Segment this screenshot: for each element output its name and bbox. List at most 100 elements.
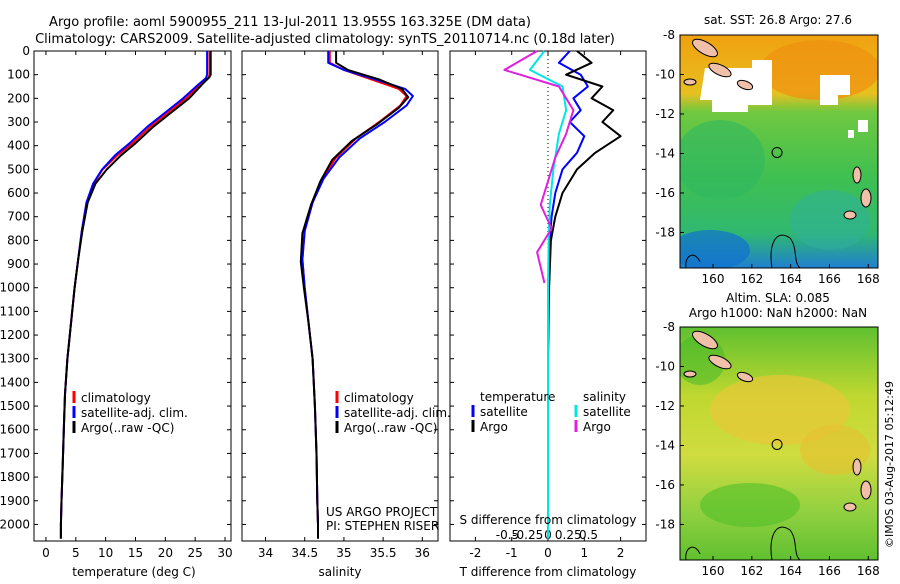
salinity-series — [299, 51, 414, 539]
sst-map-y-axis: -8 -10 -12 -14 -16 -18 — [655, 28, 684, 239]
project-annotation: US ARGO PROJECT — [326, 505, 438, 519]
legend-label-t-argo: Argo — [480, 420, 508, 434]
x-tick-label: 25 — [188, 546, 203, 560]
y-tick-label: 300 — [7, 115, 30, 129]
x-tick-label: 35 — [336, 546, 351, 560]
series-line-s-satellite — [528, 50, 568, 539]
y-tick-label: 1900 — [0, 494, 30, 508]
difference-series — [503, 50, 622, 539]
x-tick-label: 0 — [42, 546, 50, 560]
x-tick-label: 30 — [217, 546, 232, 560]
x-tick-label: 34.5 — [291, 546, 318, 560]
legend-label-s-satellite: satellite — [583, 405, 631, 419]
y-tick-label: 1600 — [0, 423, 30, 437]
x-tick-label: -1 — [506, 546, 518, 560]
x-tick-label: 15 — [128, 546, 143, 560]
top-x-tick-label: -0.25 — [512, 528, 543, 542]
y-tick-label: -10 — [655, 359, 675, 373]
y-tick-label: 1500 — [0, 399, 30, 413]
x-tick-label: 164 — [779, 272, 802, 286]
y-tick-label: 900 — [7, 257, 30, 271]
y-tick-label: 1800 — [0, 470, 30, 484]
sla-map-x-axis: 160 162 164 166 168 — [702, 556, 880, 578]
sla-low-patch — [700, 483, 800, 527]
island-shape — [736, 79, 754, 91]
difference-x-axis: -2 -1 0 1 2-0.5-0.25 0 0.250.5 — [469, 51, 624, 560]
figure-title-line1: Argo profile: aoml 5900955_211 13-Jul-20… — [49, 15, 531, 30]
y-tick-label: 200 — [7, 91, 30, 105]
island-shape — [860, 188, 872, 208]
y-tick-label: 1700 — [0, 446, 30, 460]
y-tick-label: -18 — [655, 517, 675, 531]
difference-legend: temperature salinity satellite Argo sate… — [471, 390, 631, 434]
island-shape — [736, 371, 754, 383]
figure-title-line2: Climatology: CARS2009. Satellite-adjuste… — [35, 32, 615, 47]
salinity-plot-frame — [241, 50, 439, 542]
contour-line — [770, 234, 801, 268]
island-shape — [843, 502, 857, 512]
y-tick-label: 600 — [7, 186, 30, 200]
temperature-legend: climatology satellite-adj. clim. Argo(..… — [72, 391, 188, 435]
island-shape — [852, 458, 862, 476]
temperature-plot-frame — [33, 50, 232, 542]
y-tick-label: 500 — [7, 162, 30, 176]
y-tick-label: 1400 — [0, 375, 30, 389]
imos-credit: ©IMOS 03-Aug-2017 05:12:49 — [883, 381, 896, 548]
x-tick-label: 20 — [158, 546, 173, 560]
x-tick-label: 36 — [415, 546, 430, 560]
legend-label-argo: Argo(..raw -QC) — [344, 421, 437, 435]
top-x-tick-label: -0.5 — [496, 528, 519, 542]
y-tick-label: 1300 — [0, 352, 30, 366]
y-tick-label: -12 — [655, 107, 675, 121]
x-tick-label: -2 — [469, 546, 481, 560]
legend-title-temperature: temperature — [480, 390, 555, 404]
x-tick-label: 160 — [702, 272, 725, 286]
y-tick-label: 400 — [7, 139, 30, 153]
y-tick-label: 100 — [7, 68, 30, 82]
sst-field — [680, 35, 878, 268]
top-x-tick-label: 0.5 — [579, 528, 598, 542]
y-tick-label: 0 — [22, 44, 30, 58]
salinity-panel: 34 34.5 35 35.5 36 climatology satellite-adj… — [241, 50, 451, 579]
island-group — [683, 330, 872, 512]
contour-line — [685, 546, 701, 560]
float-location-marker — [771, 438, 783, 450]
sla-map-frame — [679, 326, 879, 561]
y-tick-label: -8 — [663, 320, 675, 334]
y-tick-label: -16 — [655, 186, 675, 200]
sla-map-title-line2: Argo h1000: NaN h2000: NaN — [689, 306, 867, 320]
temperature-x-label: temperature (deg C) — [72, 565, 195, 579]
island-group — [683, 38, 872, 220]
legend-label-satellite: satellite-adj. clim. — [344, 406, 451, 420]
series-line-satellite-adj-clim- — [59, 51, 209, 539]
y-tick-label: -8 — [663, 28, 675, 42]
series-line-t-argo — [547, 50, 622, 539]
island-shape — [708, 62, 732, 78]
top-x-tick-label: 0.25 — [555, 528, 582, 542]
island-shape — [692, 330, 718, 350]
float-location-marker — [771, 146, 783, 158]
x-tick-label: 164 — [779, 564, 802, 578]
x-tick-label: 0 — [544, 546, 552, 560]
x-tick-label: 168 — [857, 272, 880, 286]
difference-y-axis — [450, 50, 646, 525]
sla-field — [680, 327, 878, 560]
t-difference-label: T difference from climatology — [459, 565, 637, 579]
sla-high-patch — [710, 375, 850, 445]
series-line-s-argo — [503, 50, 575, 284]
legend-label-climatology: climatology — [81, 391, 151, 405]
cloud-mask-patch — [848, 130, 854, 138]
sla-map-panel: Altim. SLA: 0.085 Argo h1000: NaN h2000:… — [655, 291, 879, 578]
sla-map-y-axis: -8 -10 -12 -14 -16 -18 — [655, 320, 684, 531]
difference-panel: -2 -1 0 1 2-0.5-0.25 0 0.250.5 temperature sal… — [449, 50, 647, 579]
y-tick-label: 1100 — [0, 304, 30, 318]
sst-map-title: sat. SST: 26.8 Argo: 27.6 — [704, 13, 852, 27]
salinity-x-axis: 34 34.5 35 35.5 36 — [258, 51, 430, 560]
y-tick-label: 1000 — [0, 281, 30, 295]
series-line-argo-raw-qc- — [59, 51, 212, 539]
island-shape — [683, 78, 697, 86]
x-tick-label: 166 — [818, 272, 841, 286]
series-line-t-satellite — [547, 50, 589, 539]
